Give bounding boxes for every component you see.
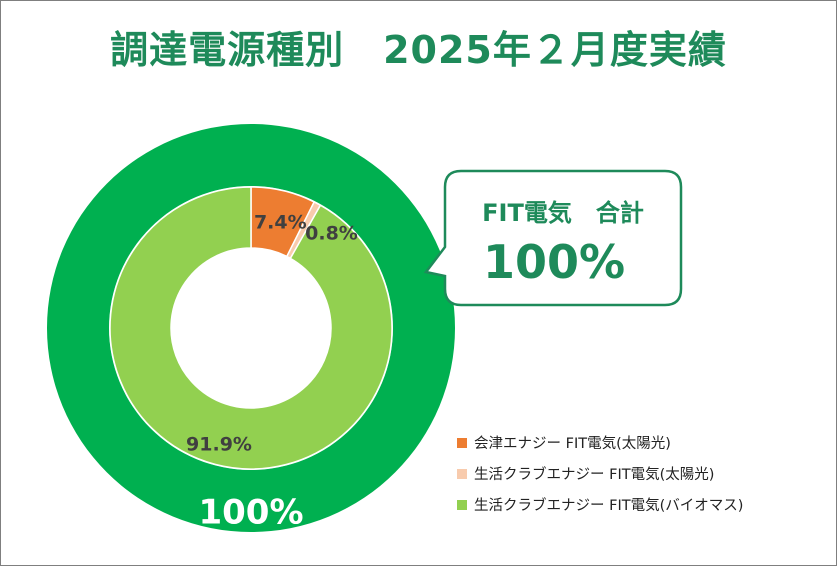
callout-label: FIT電気 合計 (482, 199, 644, 227)
callout-value: 100% (483, 235, 625, 289)
inner-slice-2 (109, 186, 393, 470)
outer-slice-0 (47, 124, 455, 532)
outer-data-label-0: 100% (198, 493, 303, 533)
chart-title: 調達電源種別 2025年２月度実績 (110, 28, 727, 72)
callout-bubble (423, 169, 683, 307)
legend-label: 生活クラブエナジー FIT電気(バイオマス) (474, 498, 744, 514)
inner-data-label-2: 91.9% (186, 434, 252, 456)
inner-data-label-0: 7.4% (254, 211, 307, 233)
legend-item: 生活クラブエナジー FIT電気(バイオマス) (457, 489, 743, 520)
legend-swatch (457, 499, 467, 510)
legend-label: 生活クラブエナジー FIT電気(太陽光) (474, 467, 715, 483)
legend-swatch (457, 437, 467, 448)
legend: 会津エナジー FIT電気(太陽光) 生活クラブエナジー FIT電気(太陽光) 生活ク… (457, 427, 743, 520)
legend-label: 会津エナジー FIT電気(太陽光) (474, 436, 671, 452)
inner-data-label-1: 0.8% (305, 222, 358, 244)
legend-swatch (457, 468, 467, 479)
legend-item: 生活クラブエナジー FIT電気(太陽光) (457, 458, 743, 489)
legend-item: 会津エナジー FIT電気(太陽光) (457, 427, 743, 458)
